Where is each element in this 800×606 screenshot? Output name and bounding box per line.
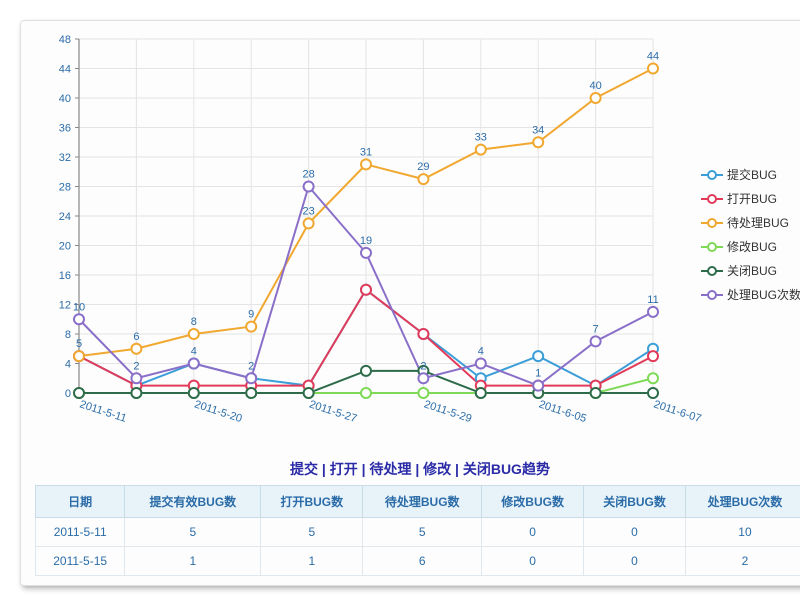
svg-text:2011-5-20: 2011-5-20	[193, 398, 244, 425]
table-cell: 5	[125, 518, 261, 547]
legend-item[interactable]: 待处理BUG	[701, 214, 800, 231]
svg-text:2: 2	[248, 360, 254, 372]
data-table-wrap: 日期提交有效BUG数打开BUG数待处理BUG数修改BUG数关闭BUG数处理BUG…	[35, 485, 800, 576]
table-cell: 0	[584, 518, 686, 547]
legend-item[interactable]: 打开BUG	[701, 190, 800, 207]
svg-text:48: 48	[59, 34, 71, 46]
table-row: 2011-5-15116002	[36, 547, 800, 576]
table-cell: 2011-5-15	[36, 547, 125, 576]
table-cell: 2	[685, 547, 800, 576]
table-cell: 0	[584, 547, 686, 576]
table-header-cell: 打开BUG数	[261, 486, 363, 518]
line-chart: 048121620242832364044482011-5-112011-5-2…	[21, 21, 800, 451]
svg-text:2: 2	[133, 360, 139, 372]
legend-swatch	[701, 222, 723, 224]
svg-text:2011-5-29: 2011-5-29	[422, 398, 473, 425]
dashboard-card: 048121620242832364044482011-5-112011-5-2…	[20, 20, 800, 586]
table-row: 2011-5-115550010	[36, 518, 800, 547]
table-header-row: 日期提交有效BUG数打开BUG数待处理BUG数修改BUG数关闭BUG数处理BUG…	[36, 486, 800, 518]
chart-subtitle: 提交 | 打开 | 待处理 | 修改 | 关闭BUG趋势	[21, 459, 800, 479]
table-body: 2011-5-1155500102011-5-15116002	[36, 518, 800, 576]
svg-text:33: 33	[475, 132, 487, 144]
table-cell: 0	[482, 518, 584, 547]
svg-text:44: 44	[647, 51, 659, 63]
svg-text:12: 12	[59, 300, 71, 312]
table-header-cell: 修改BUG数	[482, 486, 584, 518]
svg-text:28: 28	[59, 182, 71, 194]
legend-swatch	[701, 198, 723, 200]
svg-text:2011-5-11: 2011-5-11	[78, 398, 128, 424]
svg-text:2: 2	[420, 360, 426, 372]
table-cell: 10	[685, 518, 800, 547]
svg-text:4: 4	[478, 346, 484, 358]
svg-text:4: 4	[191, 346, 197, 358]
svg-text:36: 36	[59, 123, 71, 135]
svg-text:7: 7	[593, 323, 599, 335]
chart-area: 048121620242832364044482011-5-112011-5-2…	[21, 21, 800, 451]
svg-text:0: 0	[65, 388, 71, 400]
svg-text:31: 31	[360, 146, 372, 158]
legend-label: 修改BUG	[727, 238, 777, 255]
svg-text:20: 20	[59, 241, 71, 253]
legend-label: 打开BUG	[727, 190, 777, 207]
table-header-cell: 关闭BUG数	[584, 486, 686, 518]
svg-text:28: 28	[302, 169, 314, 181]
table-cell: 6	[363, 547, 482, 576]
svg-text:19: 19	[360, 235, 372, 247]
svg-text:2011-5-27: 2011-5-27	[308, 398, 359, 425]
svg-text:29: 29	[417, 161, 429, 173]
table-header-cell: 日期	[36, 486, 125, 518]
table-cell: 5	[261, 518, 363, 547]
svg-text:23: 23	[302, 205, 314, 217]
svg-text:32: 32	[59, 152, 71, 164]
svg-text:2011-6-07: 2011-6-07	[652, 398, 703, 425]
legend-swatch	[701, 246, 723, 248]
table-header-cell: 待处理BUG数	[363, 486, 482, 518]
svg-text:11: 11	[647, 294, 658, 306]
svg-text:40: 40	[589, 80, 601, 92]
table-header-cell: 提交有效BUG数	[125, 486, 261, 518]
legend-swatch	[701, 174, 723, 176]
svg-text:34: 34	[532, 124, 544, 136]
table-cell: 5	[363, 518, 482, 547]
svg-text:40: 40	[59, 93, 71, 105]
table-header-cell: 处理BUG次数	[685, 486, 800, 518]
table-cell: 2011-5-11	[36, 518, 125, 547]
legend-item[interactable]: 修改BUG	[701, 238, 800, 255]
legend-label: 关闭BUG	[727, 262, 777, 279]
svg-text:2011-6-05: 2011-6-05	[537, 398, 588, 425]
table-cell: 1	[261, 547, 363, 576]
legend-swatch	[701, 270, 723, 272]
svg-text:24: 24	[59, 211, 71, 223]
legend-label: 处理BUG次数	[727, 286, 800, 303]
svg-text:10: 10	[73, 301, 85, 313]
legend-item[interactable]: 处理BUG次数	[701, 286, 800, 303]
chart-legend: 提交BUG 打开BUG 待处理BUG 修改BUG 关闭BUG 处理BUG次数	[701, 159, 800, 310]
svg-text:9: 9	[248, 309, 254, 321]
svg-text:5: 5	[76, 338, 82, 350]
legend-label: 提交BUG	[727, 166, 777, 183]
svg-text:8: 8	[191, 316, 197, 328]
svg-text:4: 4	[65, 359, 71, 371]
svg-text:1: 1	[535, 368, 541, 380]
svg-text:44: 44	[59, 64, 71, 76]
legend-item[interactable]: 提交BUG	[701, 166, 800, 183]
legend-item[interactable]: 关闭BUG	[701, 262, 800, 279]
data-table: 日期提交有效BUG数打开BUG数待处理BUG数修改BUG数关闭BUG数处理BUG…	[35, 485, 800, 576]
legend-swatch	[701, 294, 723, 296]
table-cell: 0	[482, 547, 584, 576]
table-cell: 1	[125, 547, 261, 576]
legend-label: 待处理BUG	[727, 214, 789, 231]
svg-text:8: 8	[65, 329, 71, 341]
svg-text:16: 16	[59, 270, 71, 282]
svg-text:6: 6	[133, 331, 139, 343]
